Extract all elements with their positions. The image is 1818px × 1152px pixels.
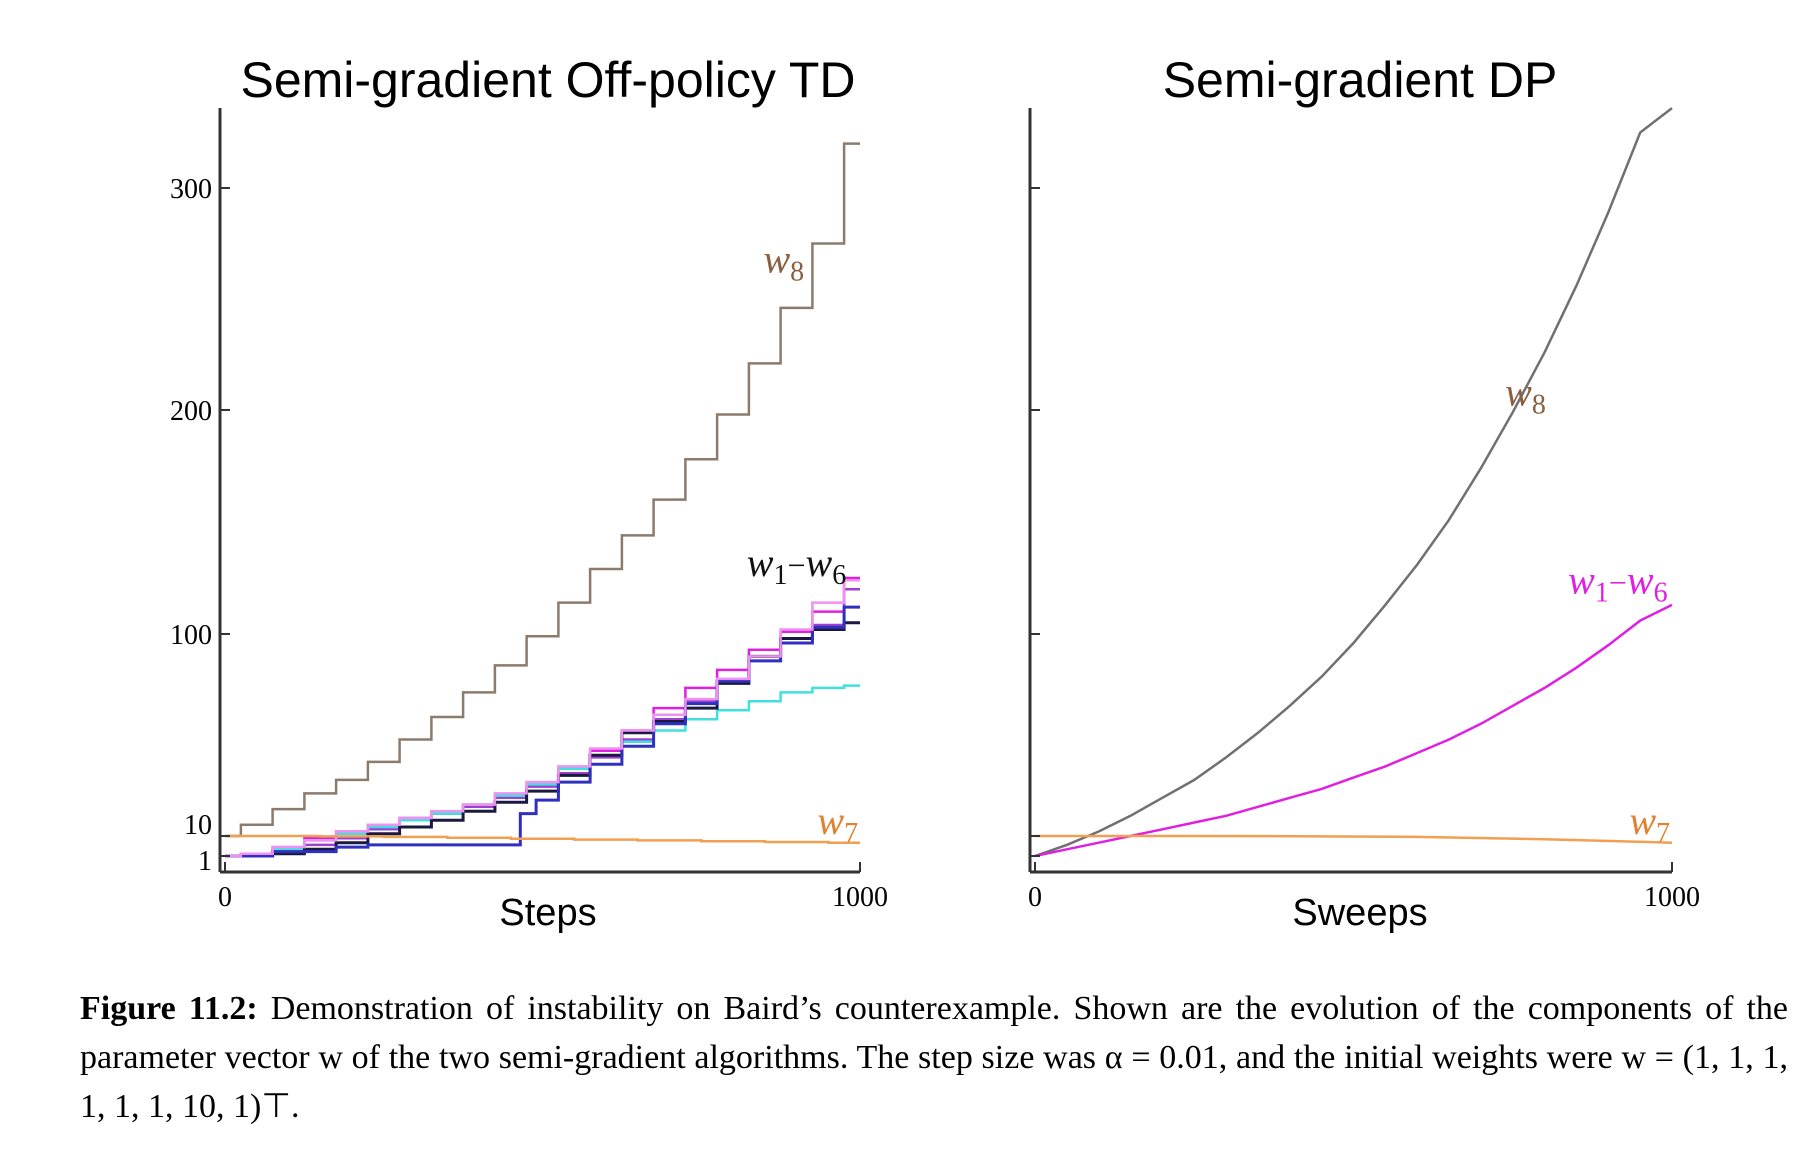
left-series-w5 — [225, 605, 860, 858]
left-y-tick-label-300: 300 — [170, 174, 212, 205]
caption-text: Demonstration of instability on Baird’s … — [80, 990, 1789, 1125]
chart-left-x-label: Steps — [499, 892, 596, 934]
left-series-w2 — [225, 587, 860, 858]
left-y-tick-label-10: 10 — [184, 810, 212, 841]
left-x-tick-label-1: 1000 — [832, 882, 888, 913]
right-series-label-w7: w7 — [1629, 798, 1670, 849]
right-series-w1-w6 — [1034, 603, 1673, 858]
left-series-w7 — [225, 834, 860, 844]
left-series-label-w7-sub: 7 — [844, 818, 858, 849]
left-series-label-w1-w6-sub: 1 — [773, 560, 787, 591]
right-x-tick-label-1: 1000 — [1644, 882, 1700, 913]
left-y-tick-label-200: 200 — [170, 396, 212, 427]
right-series-label-w1-w6-sub2: 6 — [1654, 578, 1668, 609]
right-series-w7 — [1035, 834, 1673, 844]
right-series-w8 — [1034, 107, 1673, 858]
left-series-w6 — [225, 578, 860, 858]
left-series-label-w8-sub: 8 — [790, 256, 804, 287]
left-series-w4 — [225, 621, 860, 858]
chart-right-title: Semi-gradient DP — [1163, 52, 1558, 108]
caption-label: Figure 11.2: — [80, 990, 258, 1027]
chart-left-title: Semi-gradient Off-policy TD — [240, 52, 855, 108]
left-x-tick-label-0: 0 — [218, 882, 232, 913]
left-series-w3 — [225, 684, 860, 858]
left-series-label-w7-letter: w — [817, 798, 844, 843]
left-series-label-w8: w8 — [763, 236, 804, 287]
right-series-label-w1-w6-letter2: w — [1627, 558, 1654, 603]
right-x-tick-label-0: 0 — [1028, 882, 1042, 913]
left-series-w8 — [225, 142, 860, 838]
right-series-label-w1-w6-letter: w — [1568, 558, 1595, 603]
left-series-label-w7: w7 — [817, 798, 858, 849]
right-series-label-w1-w6: w1−w6 — [1568, 558, 1667, 609]
right-series-label-w8: w8 — [1505, 370, 1546, 421]
left-series-label-w1-w6-dash: − — [787, 547, 805, 583]
chart-left-axes: 1 10 100 200 300 0 1000 — [170, 108, 888, 913]
left-y-tick-label-1: 1 — [198, 846, 212, 877]
figure-caption: Figure 11.2: Demonstration of instabilit… — [80, 984, 1788, 1131]
right-series-label-w8-sub: 8 — [1532, 390, 1546, 421]
left-series-label-w1-w6: w1−w6 — [747, 540, 846, 591]
right-series-label-w7-letter: w — [1629, 798, 1656, 843]
right-series-label-w8-letter: w — [1505, 370, 1532, 415]
right-series-label-w1-w6-sub: 1 — [1595, 578, 1609, 609]
left-series-label-w1-w6-letter: w — [747, 540, 774, 585]
left-series-label-w8-letter: w — [763, 236, 790, 281]
left-series-w1 — [225, 576, 860, 858]
right-series-label-w1-w6-dash: − — [1609, 565, 1627, 601]
chart-right-x-label: Sweeps — [1292, 892, 1427, 934]
left-y-tick-label-100: 100 — [170, 620, 212, 651]
right-series-label-w7-sub: 7 — [1656, 818, 1670, 849]
left-series-label-w1-w6-sub2: 6 — [832, 560, 846, 591]
chart-right-axes: 0 1000 — [1028, 108, 1700, 913]
left-series-label-w1-w6-letter2: w — [806, 540, 833, 585]
